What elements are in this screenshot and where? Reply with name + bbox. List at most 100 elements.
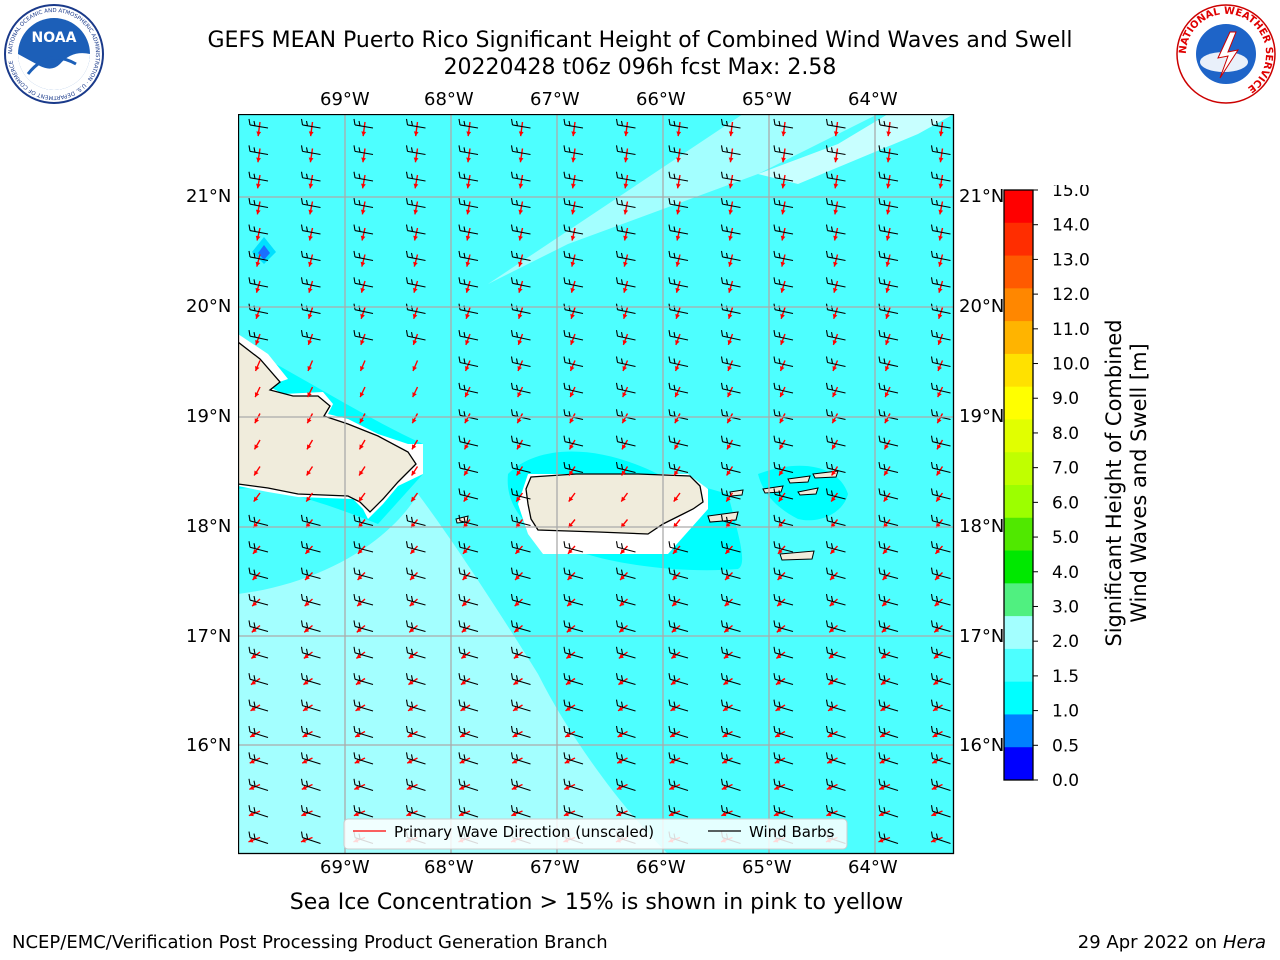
wave-arrow-head: [774, 785, 780, 790]
wave-arrow-head: [779, 392, 785, 398]
wind-barb: [405, 198, 426, 209]
wave-arrow-head: [725, 548, 731, 554]
wave-arrow-head: [567, 601, 573, 607]
wave-arrow-head: [408, 706, 414, 711]
wind-barb: [300, 277, 321, 288]
wind-barb: [668, 673, 689, 686]
wave-arrow-head: [465, 287, 471, 293]
wind-barb: [825, 646, 846, 659]
wind-barb: [825, 699, 846, 712]
wave-arrow-head: [779, 444, 784, 450]
wind-barb: [300, 250, 321, 262]
wave-arrow-head: [937, 287, 943, 293]
wave-arrow-head: [937, 339, 943, 345]
wind-barb: [825, 382, 846, 394]
wind-barb: [353, 778, 374, 792]
wave-arrow-head: [568, 496, 574, 502]
wave-arrow-head: [727, 418, 732, 424]
wave-arrow-head: [620, 575, 625, 580]
colorbar-segment: [1004, 255, 1033, 289]
wave-arrow-head: [832, 366, 837, 372]
wind-barb: [458, 699, 479, 712]
wave-arrow-head: [617, 732, 623, 737]
colorbar-tick-label: 1.0: [1052, 702, 1079, 722]
wave-arrow-head: [357, 575, 363, 580]
wind-barb: [248, 250, 269, 262]
lon-tick-top: 67°W: [530, 89, 580, 110]
wind-barb: [300, 831, 321, 845]
wave-arrow-head: [254, 444, 259, 450]
colorbar-tick-label: 6.0: [1052, 493, 1079, 513]
colorbar-segment: [1004, 583, 1033, 617]
wind-barb: [248, 541, 269, 553]
wave-arrow-head: [512, 759, 518, 764]
wind-barb: [930, 805, 951, 818]
wave-arrow-head: [254, 470, 259, 476]
lat-tick-left: 18°N: [186, 516, 232, 537]
wave-arrow-head: [361, 157, 366, 163]
wind-barb: [878, 171, 899, 182]
wind-barb: [878, 356, 899, 368]
wind-barb: [300, 541, 321, 553]
wave-arrow-head: [463, 496, 469, 502]
wind-barb: [825, 435, 846, 447]
wind-barb: [563, 198, 584, 209]
wave-arrow-head: [618, 680, 624, 685]
wind-barb: [930, 778, 951, 792]
legend-wave-label: Primary Wave Direction (unscaled): [394, 823, 654, 841]
wave-arrow-head: [622, 287, 628, 293]
wave-arrow-head: [878, 811, 884, 817]
wind-barb: [458, 778, 479, 792]
wave-arrow-head: [931, 811, 937, 817]
wind-barb: [458, 541, 479, 553]
wind-barb: [615, 461, 636, 474]
wave-arrow-head: [361, 183, 366, 189]
wind-barb: [248, 171, 269, 182]
wave-arrow-head: [255, 209, 261, 215]
wind-barb: [353, 593, 374, 606]
wave-arrow-head: [935, 575, 940, 580]
wave-arrow-head: [569, 444, 574, 450]
wind-barb: [615, 435, 636, 447]
virgin-islands-land: [729, 470, 839, 561]
wind-barb: [878, 620, 899, 633]
wind-barb: [930, 435, 951, 447]
wave-arrow-head: [670, 732, 676, 737]
wave-arrow-head: [833, 209, 839, 215]
wind-barb: [458, 752, 479, 765]
wind-barb: [878, 435, 899, 447]
wind-barb: [353, 567, 374, 580]
deep-spot: [258, 245, 270, 260]
wave-arrow-head: [517, 339, 523, 345]
wave-arrow-head: [355, 732, 361, 737]
hispaniola-land: [238, 334, 423, 519]
wave-arrow-head: [518, 157, 524, 163]
wind-barb: [510, 673, 531, 686]
wind-barb: [930, 541, 951, 553]
wind-barb: [720, 673, 741, 686]
wave-arrow-head: [361, 131, 367, 137]
wave-arrow-head: [308, 131, 314, 137]
wave-arrow-head: [412, 313, 418, 319]
wave-arrow-head: [302, 732, 308, 737]
wave-arrow-head: [303, 653, 309, 659]
wind-barb: [668, 118, 689, 129]
wind-barb: [720, 224, 741, 235]
wind-barb: [248, 831, 269, 845]
wave-arrow-head: [307, 366, 312, 372]
wind-barb: [720, 699, 741, 712]
colorbar-segment: [1004, 222, 1033, 257]
wave-arrow-head: [727, 392, 732, 398]
wave-arrow-head: [723, 706, 729, 711]
colorbar-tick-label: 1.5: [1052, 667, 1079, 687]
wind-barb: [615, 646, 636, 659]
wave-arrow-head: [304, 627, 310, 633]
wind-barb: [668, 620, 689, 633]
wave-arrow-head: [410, 575, 415, 580]
wave-arrow-head: [884, 418, 890, 424]
wave-arrow-head: [355, 706, 361, 711]
wave-arrow-head: [832, 418, 837, 424]
footer-branch: NCEP/EMC/Verification Post Processing Pr…: [12, 932, 608, 953]
wind-barb: [720, 488, 741, 500]
wave-arrow-head: [674, 470, 679, 476]
